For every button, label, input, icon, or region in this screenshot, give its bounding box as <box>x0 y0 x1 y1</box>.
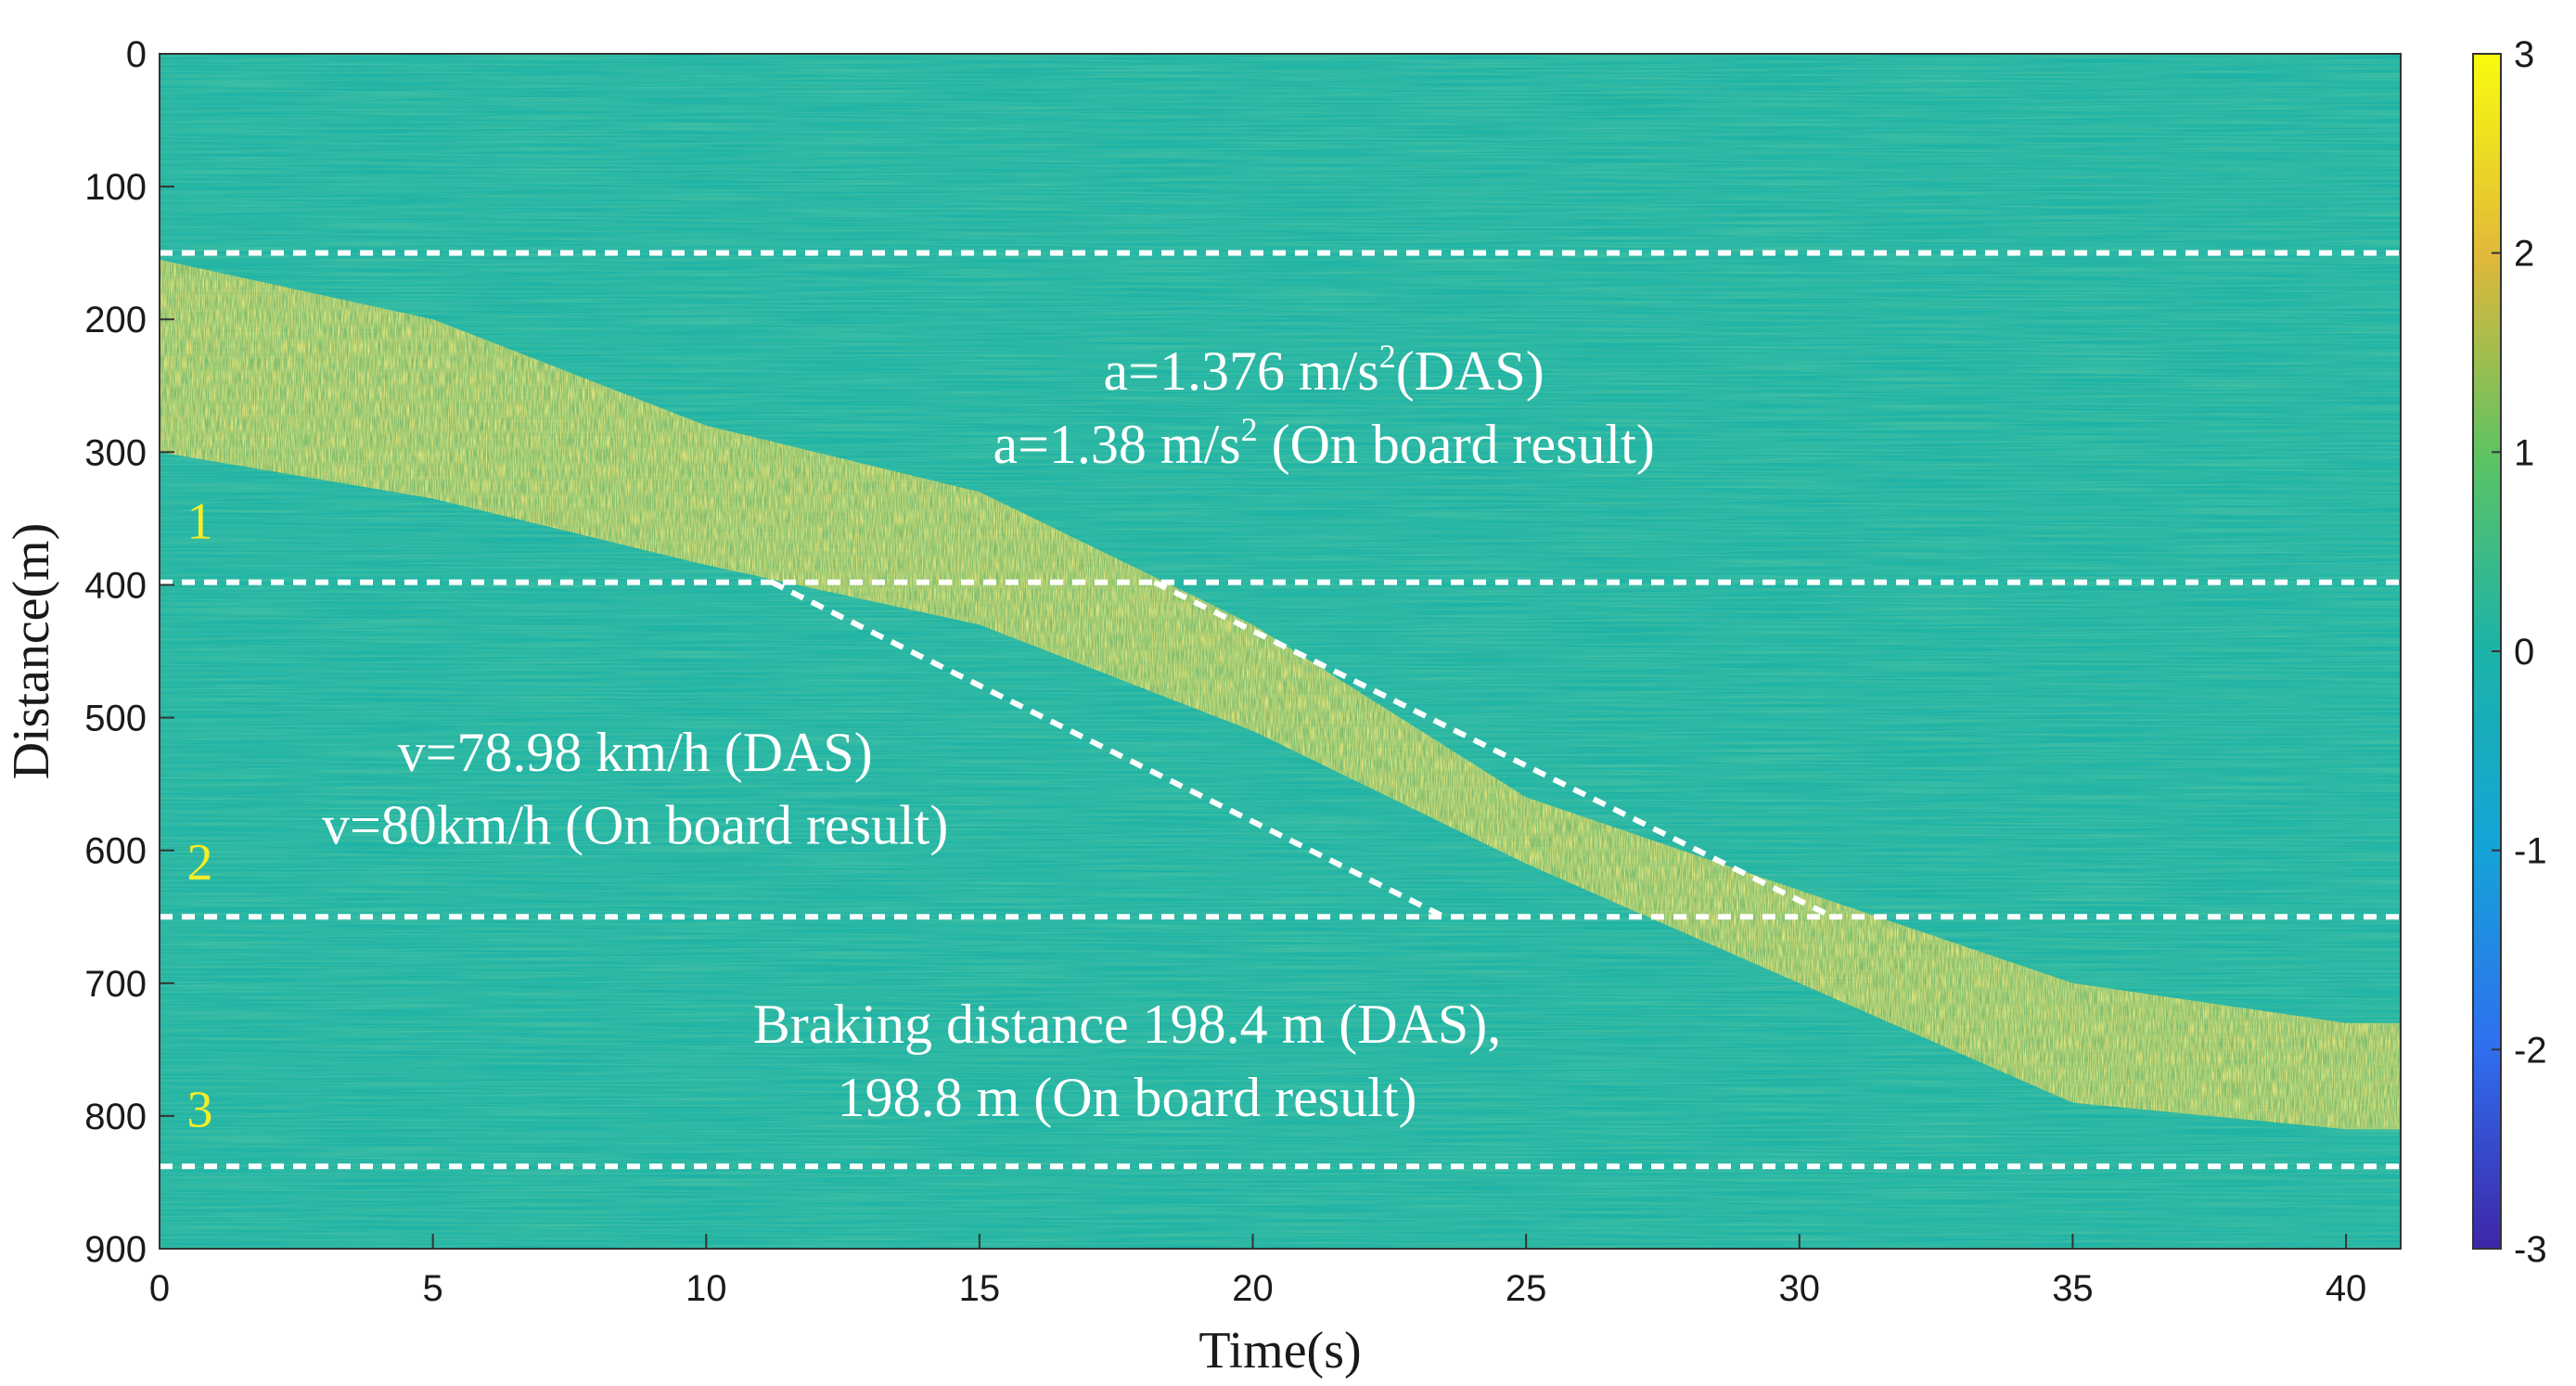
signal-band-speckle <box>160 259 2401 1130</box>
axes: 0 5 10 15 20 25 30 35 40010020030040050060070080… <box>84 34 2402 1309</box>
accel-onboard-value: a=1.38 m/s <box>993 414 1240 475</box>
annotations: a=1.376 m/s2(DAS) a=1.38 m/s2 (On board … <box>322 338 1655 1128</box>
accel-onboard-annotation: a=1.38 m/s2 (On board result) <box>993 411 1654 475</box>
section-markers: 1 2 3 <box>186 493 212 1138</box>
x-tick-label: 20 <box>1232 1268 1274 1309</box>
colorbar-tick-label: -2 <box>2514 1030 2547 1071</box>
train-signal-band <box>160 259 2401 1130</box>
colorbar: 3 2 1 0 -1 -2 -3 <box>2472 34 2547 1270</box>
y-tick-label: 500 <box>84 699 147 739</box>
speed-onboard-annotation: v=80km/h (On board result) <box>322 795 948 856</box>
x-tick-label: 30 <box>1779 1268 1821 1309</box>
colorbar-tick-label: -1 <box>2514 831 2547 872</box>
y-tick-label: 800 <box>84 1097 147 1137</box>
speed-line-1 <box>770 579 1446 919</box>
accel-das-exponent: 2 <box>1379 338 1396 375</box>
speed-das-annotation: v=78.98 km/h (DAS) <box>398 722 873 783</box>
y-tick-label: 600 <box>84 831 147 872</box>
colorbar-tick-label: 1 <box>2514 432 2534 473</box>
y-tick-label: 0 <box>126 34 147 75</box>
accel-onboard-exponent: 2 <box>1241 411 1258 448</box>
x-tick-label: 35 <box>2052 1268 2094 1309</box>
x-tick-label: 25 <box>1506 1268 1547 1309</box>
heatmap-plot-area <box>160 54 2401 1249</box>
y-tick-label: 900 <box>84 1229 147 1270</box>
colorbar-tick-label: 3 <box>2514 34 2534 75</box>
y-tick-label: 400 <box>84 565 147 606</box>
x-tick-label: 10 <box>686 1268 727 1309</box>
colorbar-tick-label: 0 <box>2514 632 2534 673</box>
colorbar-tick-label: 2 <box>2514 234 2534 275</box>
x-tick-label: 5 <box>423 1268 443 1309</box>
accel-das-value: a=1.376 m/s <box>1104 340 1379 402</box>
section-marker-3: 3 <box>186 1081 212 1138</box>
y-tick-label: 700 <box>84 964 147 1005</box>
y-tick-label: 300 <box>84 432 147 473</box>
speed-line-2 <box>1153 579 1834 919</box>
accel-das-annotation: a=1.376 m/s2(DAS) <box>1104 338 1544 402</box>
section-marker-2: 2 <box>186 834 212 892</box>
y-tick-label: 200 <box>84 300 147 340</box>
colorbar-ticks: 3 2 1 0 -1 -2 -3 <box>2492 34 2547 1270</box>
x-tick-label: 15 <box>959 1268 1001 1309</box>
braking-onboard-annotation: 198.8 m (On board result) <box>838 1067 1417 1128</box>
section-marker-1: 1 <box>186 493 212 550</box>
plot-frame <box>159 53 2402 1250</box>
y-axis-title: Distance(m) <box>3 523 60 780</box>
colorbar-tick-label: -3 <box>2514 1229 2547 1270</box>
accel-das-source: (DAS) <box>1396 340 1544 402</box>
x-tick-label: 40 <box>2326 1268 2367 1309</box>
y-tick-label: 100 <box>84 167 147 208</box>
x-axis-title: Time(s) <box>1198 1322 1361 1380</box>
braking-das-annotation: Braking distance 198.4 m (DAS), <box>753 994 1502 1055</box>
x-tick-label: 0 <box>149 1268 170 1309</box>
guide-lines <box>160 250 2401 1170</box>
accel-onboard-source: (On board result) <box>1258 414 1655 475</box>
